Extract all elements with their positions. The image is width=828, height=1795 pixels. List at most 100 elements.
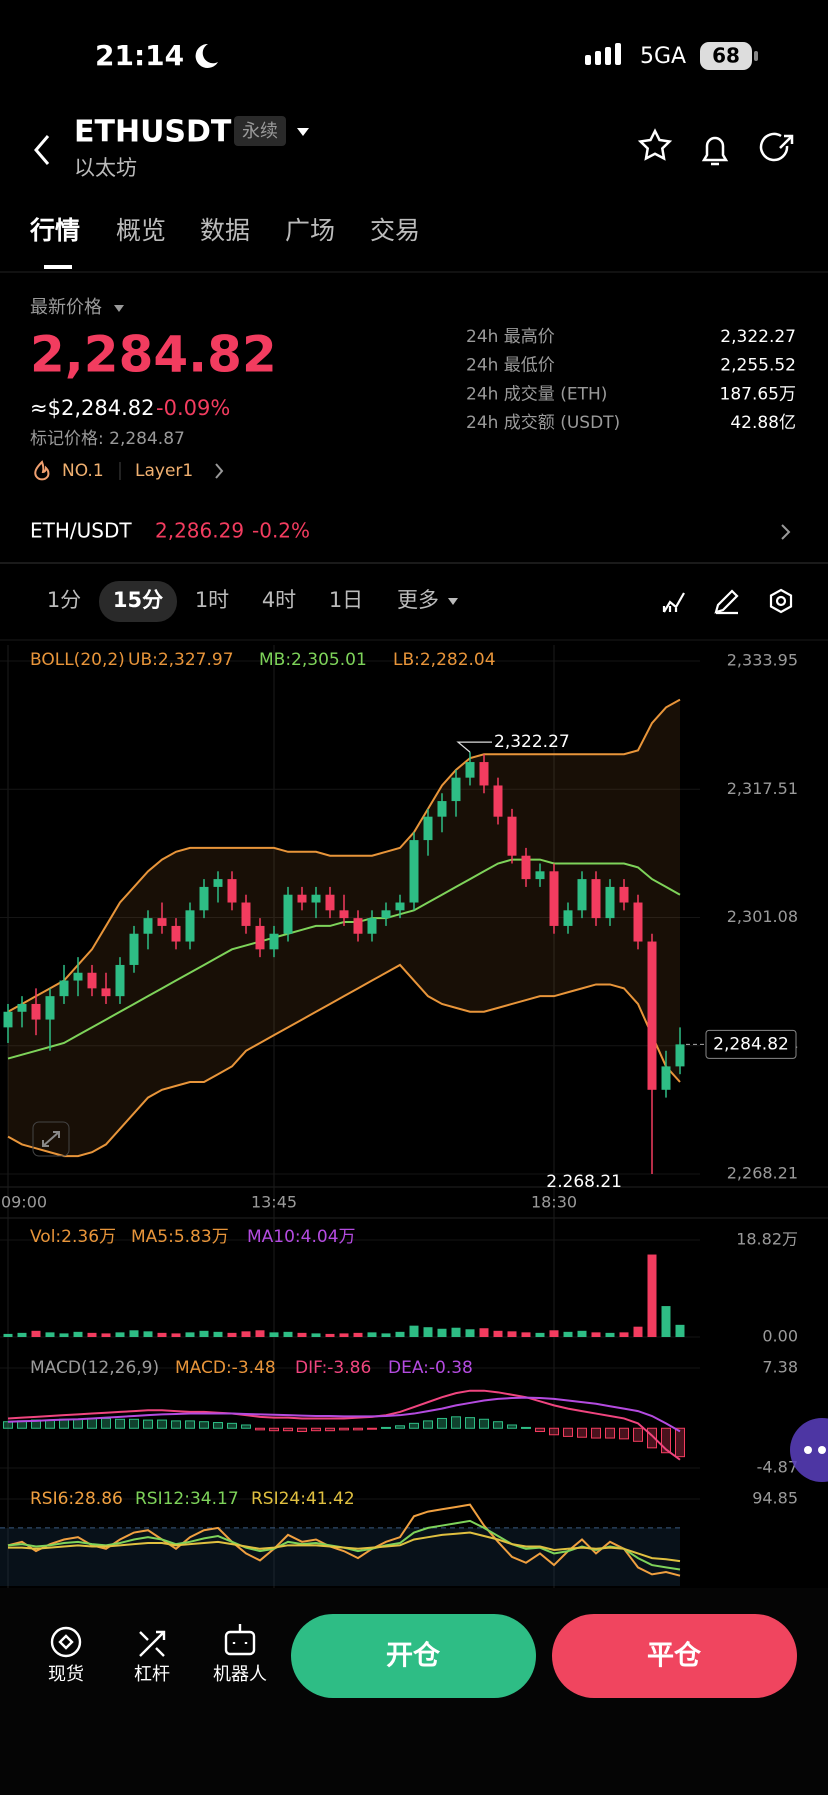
candle-body: [423, 816, 433, 841]
macd-bar: [325, 1427, 335, 1432]
volume-bar: [311, 1333, 321, 1337]
volume-bar: [283, 1331, 293, 1337]
candle-body: [185, 910, 195, 942]
candle-body: [605, 886, 615, 919]
last-price-label: 2,284.82: [713, 1034, 789, 1054]
macd-bar: [241, 1424, 251, 1429]
alert-button[interactable]: [701, 136, 729, 166]
spot-arrow[interactable]: [781, 524, 791, 540]
candle-body: [157, 918, 167, 926]
volume-bar: [241, 1331, 251, 1337]
candle-body: [255, 925, 265, 950]
nav-label[interactable]: 现货: [48, 1664, 84, 1685]
interval[interactable]: 1分: [47, 588, 81, 612]
volume-bar: [437, 1328, 447, 1337]
tab[interactable]: 概览: [116, 216, 166, 245]
macd-bar: [633, 1427, 643, 1442]
candle-body: [577, 879, 587, 911]
candle-body: [241, 902, 251, 926]
macd-bar: [465, 1417, 475, 1429]
macd-bar: [353, 1427, 363, 1431]
legend-entry: RSI6:28.86: [30, 1489, 123, 1509]
nav-label[interactable]: 机器人: [213, 1664, 267, 1685]
macd-bar: [45, 1419, 55, 1429]
close-button[interactable]: [552, 1614, 797, 1698]
candle-body: [381, 910, 391, 919]
candle-body: [563, 910, 573, 926]
volume-bar: [101, 1333, 111, 1337]
high-marker: [456, 741, 492, 753]
rsi-zone: [0, 1527, 680, 1586]
interval[interactable]: 1日: [329, 588, 363, 612]
interval[interactable]: 1时: [195, 588, 229, 612]
volume-bar: [199, 1330, 209, 1337]
spot-pair[interactable]: ETH/USDT: [30, 519, 132, 543]
candle-body: [45, 996, 55, 1020]
symbol: ETHUSDT: [74, 115, 232, 150]
candle-body: [367, 918, 377, 934]
candle-body: [437, 801, 447, 817]
price-label: 最新价格: [30, 297, 102, 318]
sector-arrow: [215, 463, 224, 479]
legend-entry: Vol:2.36万: [30, 1227, 116, 1247]
tab[interactable]: 数据: [200, 216, 250, 245]
legend-entry: MB:2,305.01: [259, 650, 367, 670]
y-tick-label: 2,301.08: [727, 907, 798, 926]
battery: [700, 42, 752, 70]
high-label: 2,322.27: [494, 732, 570, 752]
tab[interactable]: 行情: [29, 216, 80, 245]
spot-change: -0.2%: [252, 519, 310, 543]
volume-bar: [423, 1327, 433, 1337]
expand-button[interactable]: [32, 1121, 70, 1157]
candle-body: [591, 879, 601, 919]
volume-bar: [605, 1332, 615, 1337]
indicator-button[interactable]: [662, 592, 685, 613]
volume-bar: [269, 1332, 279, 1337]
candle-body: [493, 785, 503, 817]
macd-bar: [73, 1418, 83, 1429]
interval[interactable]: 4时: [262, 588, 296, 612]
candle-body: [297, 894, 307, 903]
draw-button[interactable]: [714, 589, 739, 615]
sector[interactable]: Layer1: [135, 461, 193, 481]
macd-bar: [339, 1427, 349, 1431]
volume-bar: [185, 1332, 195, 1337]
candle-body: [675, 1044, 685, 1067]
volume-bar: [563, 1331, 573, 1337]
candle-body: [213, 879, 223, 887]
volume-bar: [591, 1332, 601, 1337]
asset-name: 以太坊: [74, 156, 137, 180]
open-button[interactable]: [291, 1614, 536, 1698]
tab[interactable]: 广场: [285, 216, 335, 245]
indicator-line: [8, 1531, 681, 1563]
symbol-dropdown[interactable]: [297, 128, 309, 136]
last-price-box: [705, 1029, 797, 1059]
volume-bar: [465, 1329, 475, 1337]
macd-bar: [297, 1427, 307, 1433]
volume-bar: [157, 1332, 167, 1337]
price-label-dropdown[interactable]: [114, 305, 124, 312]
legend-entry: LB:2,282.04: [393, 650, 496, 670]
candle-body: [619, 886, 629, 903]
share-button[interactable]: [759, 132, 794, 162]
low-label: 2,268.21: [546, 1172, 622, 1192]
favorite-button[interactable]: [637, 128, 673, 161]
moon-icon: [195, 43, 218, 68]
legend-entry: MACD(12,26,9): [30, 1358, 159, 1378]
macd-bar: [381, 1426, 391, 1429]
candle-body: [451, 777, 461, 802]
tab-bar: 行情 概览 数据 广场 交易: [29, 216, 420, 245]
volume-bar: [297, 1332, 307, 1337]
interval[interactable]: 更多: [397, 588, 439, 612]
volume-bar: [451, 1327, 461, 1337]
macd-bar: [409, 1422, 419, 1429]
tab[interactable]: 交易: [370, 216, 420, 245]
back-button[interactable]: [34, 135, 50, 165]
settings-button[interactable]: [769, 588, 793, 614]
interval[interactable]: 15分: [113, 588, 163, 612]
divider: [0, 562, 828, 564]
macd-bar: [199, 1421, 209, 1429]
nav-label[interactable]: 杠杆: [134, 1664, 170, 1685]
macd-bar: [451, 1416, 461, 1429]
volume-bar: [227, 1332, 237, 1337]
